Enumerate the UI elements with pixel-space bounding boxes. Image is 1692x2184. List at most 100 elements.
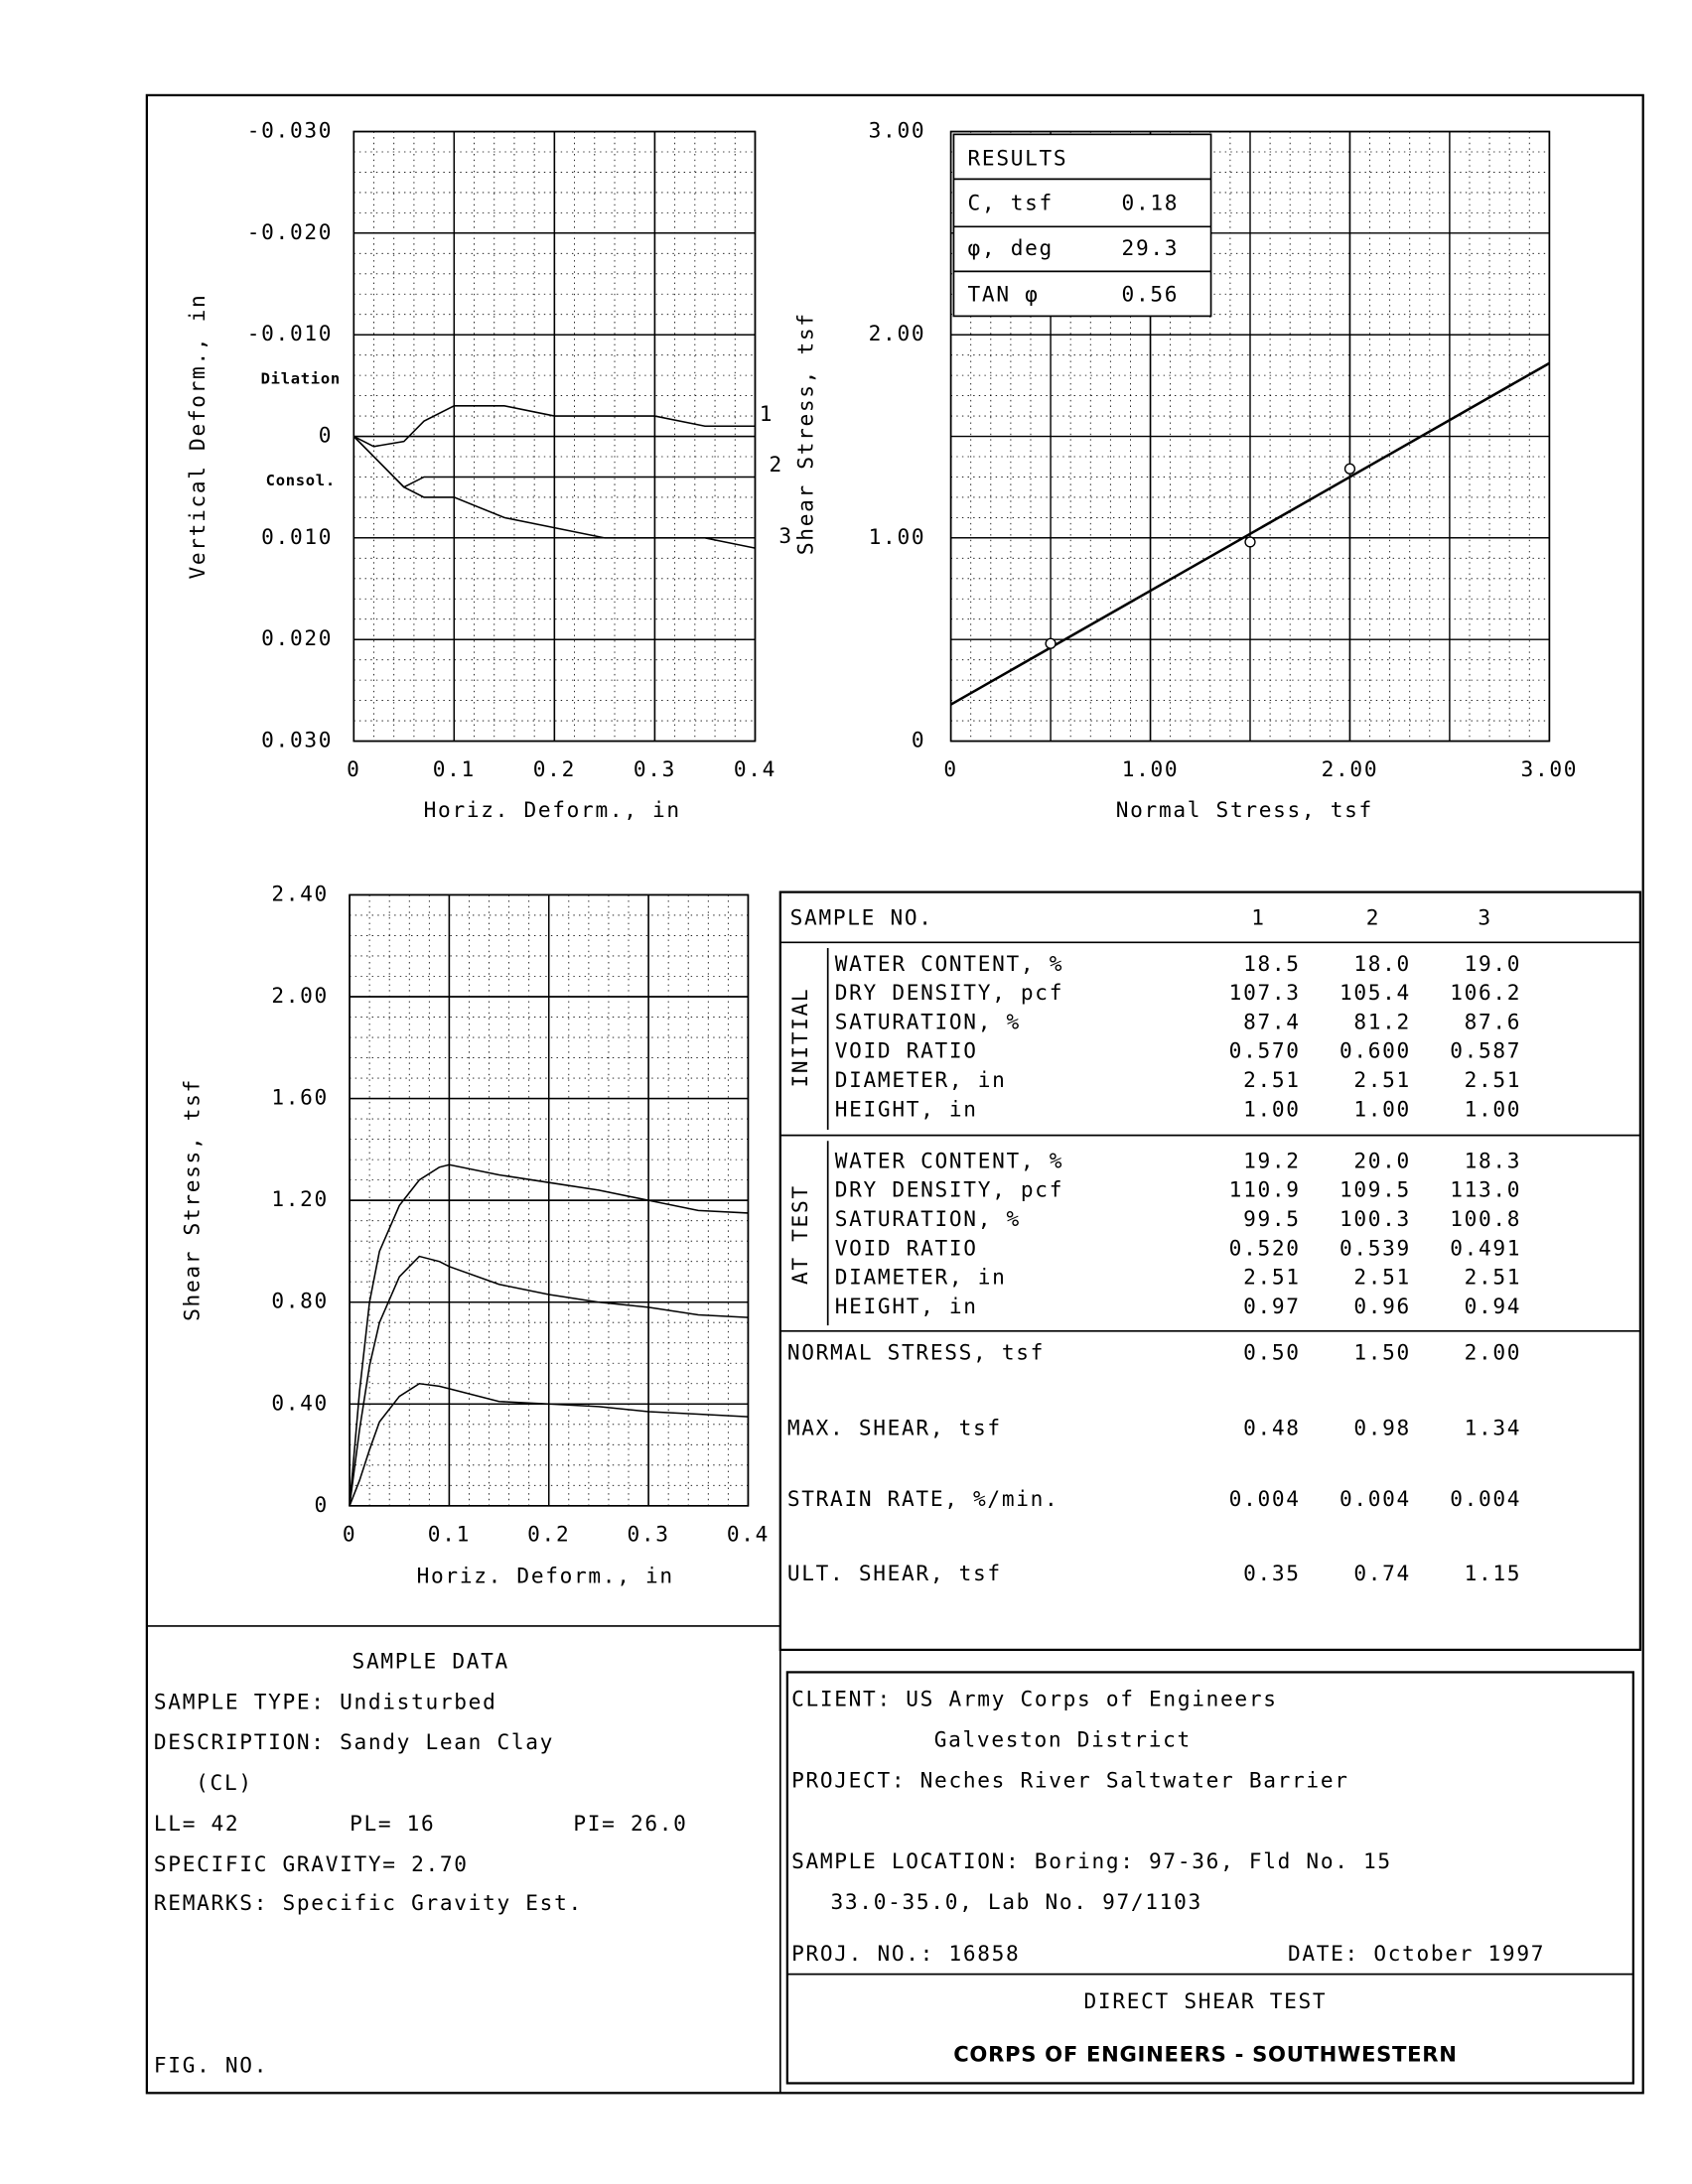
row-label: WATER CONTENT, % bbox=[835, 1148, 1063, 1172]
cell: 2.51 bbox=[1243, 1265, 1301, 1290]
field: 33.0-35.0, Lab No. 97/1103 bbox=[831, 1889, 1202, 1914]
field: FIG. NO. bbox=[154, 2053, 268, 2078]
sample-table: SAMPLE NO. 1 2 3 INITIAL WATER CONTENT, % 18.5… bbox=[787, 904, 1522, 1585]
cell: 0.539 bbox=[1340, 1235, 1411, 1260]
cell: 1.00 bbox=[1353, 1096, 1411, 1121]
results-value: 0.18 bbox=[1122, 191, 1180, 215]
data-line bbox=[352, 405, 756, 448]
y-tick-label: 0.030 bbox=[261, 728, 333, 752]
cell: 0.600 bbox=[1340, 1038, 1411, 1063]
row-label: VOID RATIO bbox=[835, 1235, 978, 1260]
cell: 1.50 bbox=[1353, 1339, 1411, 1364]
cell: 0.97 bbox=[1243, 1294, 1301, 1318]
cell: 0.520 bbox=[1229, 1235, 1301, 1260]
data-point bbox=[1045, 637, 1057, 649]
series-label: 3 bbox=[778, 523, 792, 548]
cell: 87.6 bbox=[1465, 1009, 1522, 1033]
table-header: SAMPLE NO. bbox=[790, 904, 933, 929]
cell: 0.74 bbox=[1353, 1561, 1411, 1585]
title-block bbox=[785, 1671, 1634, 2085]
row-label: DIAMETER, in bbox=[835, 1067, 1007, 1092]
x-tick-label: 0.1 bbox=[428, 1521, 471, 1546]
outer-frame bbox=[145, 93, 1644, 2095]
annotation: Dilation bbox=[261, 369, 341, 387]
row-label: WATER CONTENT, % bbox=[835, 951, 1063, 976]
data-point bbox=[1343, 463, 1356, 475]
plots: -0.030 -0.020 -0.010 0 0.010 0.020 0.030 0 0.1 0.… bbox=[247, 118, 1577, 1547]
cell: 0.35 bbox=[1243, 1561, 1301, 1585]
table-frame bbox=[778, 890, 1642, 1652]
y-tick-label: 0.80 bbox=[271, 1289, 329, 1313]
row-label: SATURATION, % bbox=[835, 1009, 1021, 1033]
cell: 2.51 bbox=[1465, 1265, 1522, 1290]
cell: 0.491 bbox=[1450, 1235, 1521, 1260]
cell: 1.34 bbox=[1465, 1415, 1522, 1439]
data-line bbox=[349, 1382, 749, 1507]
table-header: 1 bbox=[1251, 904, 1265, 929]
company: CORPS OF ENGINEERS - SOUTHWESTERN bbox=[953, 2041, 1457, 2066]
y-tick-label: -0.030 bbox=[247, 118, 333, 143]
group-label: INITIAL bbox=[787, 988, 812, 1088]
table-header: 3 bbox=[1478, 904, 1491, 929]
cell: 113.0 bbox=[1450, 1177, 1521, 1202]
series-label: 1 bbox=[760, 401, 774, 426]
group-label: AT TEST bbox=[787, 1184, 812, 1285]
cell: 19.2 bbox=[1243, 1148, 1301, 1172]
cell: 0.004 bbox=[1229, 1486, 1301, 1511]
field: PROJECT: Neches River Saltwater Barrier bbox=[791, 1767, 1349, 1792]
cell: 0.587 bbox=[1450, 1038, 1521, 1063]
x-axis-label: Horiz. Deform., in bbox=[424, 797, 681, 822]
field: LL= 42 bbox=[154, 1811, 239, 1836]
x-tick-label: 0.1 bbox=[433, 756, 476, 781]
field: (CL) bbox=[196, 1770, 253, 1795]
field: SPECIFIC GRAVITY= 2.70 bbox=[154, 1851, 469, 1876]
cell: 2.51 bbox=[1353, 1265, 1411, 1290]
cell: 18.3 bbox=[1465, 1148, 1522, 1172]
y-tick-label: 0 bbox=[315, 1492, 329, 1517]
y-axis-label: Vertical Deform., in bbox=[185, 294, 210, 580]
y-tick-label: 0 bbox=[319, 423, 333, 448]
y-tick-label: 0.010 bbox=[261, 524, 333, 549]
field: PI= 26.0 bbox=[573, 1811, 687, 1836]
y-tick-label: 0.020 bbox=[261, 625, 333, 650]
cell: 0.98 bbox=[1353, 1415, 1411, 1439]
field: REMARKS: Specific Gravity Est. bbox=[154, 1890, 583, 1915]
x-tick-label: 0 bbox=[343, 1521, 356, 1546]
field: CLIENT: US Army Corps of Engineers bbox=[791, 1687, 1278, 1711]
y-axis-label: Shear Stress, tsf bbox=[179, 1078, 204, 1321]
cell: 109.5 bbox=[1340, 1177, 1411, 1202]
results-label: φ, deg bbox=[968, 235, 1054, 260]
cell: 0.004 bbox=[1450, 1486, 1521, 1511]
data-line bbox=[352, 435, 756, 549]
cell: 100.3 bbox=[1340, 1206, 1411, 1231]
cell: 0.004 bbox=[1340, 1486, 1411, 1511]
x-axis-label: Normal Stress, tsf bbox=[1116, 797, 1373, 822]
data-point bbox=[1244, 536, 1256, 548]
y-tick-label: 2.00 bbox=[271, 983, 329, 1008]
cell: 105.4 bbox=[1340, 980, 1411, 1005]
row-label: HEIGHT, in bbox=[835, 1096, 978, 1121]
row-label: MAX. SHEAR, tsf bbox=[787, 1415, 1002, 1439]
x-tick-label: 0.3 bbox=[627, 1521, 669, 1546]
x-tick-label: 0 bbox=[943, 756, 957, 781]
series-label: 2 bbox=[770, 452, 783, 477]
field: SAMPLE LOCATION: Boring: 97-36, Fld No. … bbox=[791, 1848, 1392, 1873]
table-header: 2 bbox=[1366, 904, 1380, 929]
cell: 0.48 bbox=[1243, 1415, 1301, 1439]
cell: 2.51 bbox=[1465, 1067, 1522, 1092]
cell: 19.0 bbox=[1465, 951, 1522, 976]
cell: 2.00 bbox=[1465, 1339, 1522, 1364]
field: DATE: October 1997 bbox=[1288, 1941, 1545, 1966]
x-tick-label: 0.4 bbox=[727, 1521, 770, 1546]
cell: 1.00 bbox=[1243, 1096, 1301, 1121]
field: Galveston District bbox=[934, 1726, 1192, 1751]
x-tick-label: 0.2 bbox=[527, 1521, 570, 1546]
cell: 0.94 bbox=[1465, 1294, 1522, 1318]
row-label: STRAIN RATE, %/min. bbox=[787, 1486, 1059, 1511]
field: SAMPLE TYPE: Undisturbed bbox=[154, 1689, 497, 1713]
field: PROJ. NO.: 16858 bbox=[791, 1941, 1020, 1966]
row-label: ULT. SHEAR, tsf bbox=[787, 1561, 1002, 1585]
x-tick-label: 2.00 bbox=[1322, 756, 1379, 781]
row-label: SATURATION, % bbox=[835, 1206, 1021, 1231]
